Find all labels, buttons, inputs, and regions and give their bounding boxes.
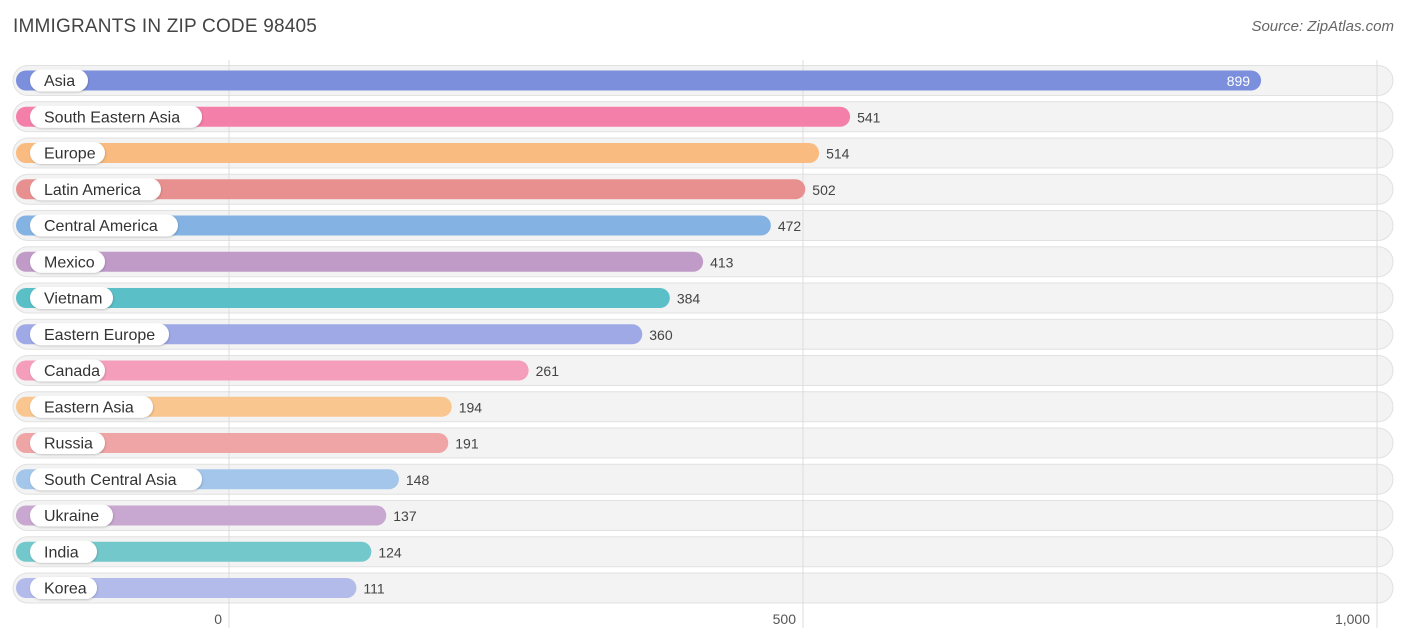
category-label-pill [30, 395, 153, 418]
value-label: 502 [812, 182, 836, 198]
x-tick-label: 0 [214, 611, 222, 627]
bar-group: Korea 111 [16, 577, 385, 599]
bar [16, 578, 357, 598]
value-label: 148 [406, 472, 430, 488]
bar [16, 143, 820, 163]
bar-group: Mexico 413 [16, 250, 734, 273]
bar-group: Ukraine 137 [16, 504, 417, 527]
category-label-pill [30, 214, 178, 237]
bar-group: South Central Asia 148 [16, 468, 430, 491]
bar [16, 288, 670, 308]
category-label-pill [30, 577, 97, 599]
bar [16, 215, 771, 236]
category-label-pill [30, 142, 105, 164]
bar [16, 324, 643, 345]
value-label: 191 [455, 436, 479, 452]
value-label: 413 [710, 254, 734, 270]
category-label: South Eastern Asia [44, 109, 180, 126]
category-label: Mexico [44, 254, 95, 271]
category-label: Canada [44, 363, 100, 380]
category-label: Ukraine [44, 508, 99, 525]
category-label-pill [30, 504, 113, 527]
category-label: Latin America [44, 182, 141, 199]
bar [16, 541, 372, 562]
source-label: Source: ZipAtlas.com [1251, 18, 1394, 35]
bar-group: Eastern Asia 194 [16, 395, 483, 418]
category-label-pill [30, 323, 169, 346]
bar-group: Eastern Europe 360 [16, 323, 673, 346]
chart-title: IMMIGRANTS IN ZIP CODE 98405 [13, 16, 318, 37]
category-label-pill [30, 359, 105, 382]
category-label: Vietnam [44, 291, 102, 308]
value-label: 899 [1227, 73, 1251, 89]
category-label: Asia [44, 73, 75, 90]
value-label: 194 [459, 399, 483, 415]
category-label: Eastern Europe [44, 327, 155, 344]
value-label: 137 [393, 508, 417, 524]
category-label-pill [30, 432, 105, 454]
bar [16, 179, 806, 200]
category-label-pill [30, 540, 97, 563]
value-label: 541 [857, 109, 881, 125]
row-track [12, 572, 1394, 604]
x-tick-label: 1,000 [1335, 611, 1370, 627]
category-label: Europe [44, 146, 96, 163]
value-label: 384 [677, 291, 701, 307]
value-label: 514 [826, 146, 850, 162]
value-label: 111 [363, 581, 384, 597]
value-label: 124 [378, 544, 402, 560]
bar-group: Asia 899 [16, 69, 1262, 92]
value-label: 360 [649, 327, 673, 343]
category-label: India [44, 544, 79, 561]
bar-group: India 124 [16, 540, 402, 563]
category-label-pill [30, 178, 161, 201]
bar-group: Europe 514 [16, 142, 850, 164]
x-tick-label: 500 [773, 611, 797, 627]
category-label: Central America [44, 218, 158, 235]
category-label-pill [30, 69, 88, 92]
bar [16, 360, 529, 381]
category-label: Russia [44, 436, 93, 453]
category-label: Eastern Asia [44, 399, 134, 416]
bar [16, 251, 704, 272]
category-label-pill [30, 468, 202, 491]
value-label: 261 [536, 363, 560, 379]
bar [16, 70, 1262, 91]
category-label: South Central Asia [44, 472, 177, 489]
bar-group: Russia 191 [16, 432, 479, 454]
category-label: Korea [44, 581, 87, 598]
bar [16, 433, 449, 453]
bar-group: Vietnam 384 [16, 287, 700, 309]
value-label: 472 [778, 218, 802, 234]
bar-group: Central America 472 [16, 214, 802, 237]
bar-group: Latin America 502 [16, 178, 836, 201]
bar-group: Canada 261 [16, 359, 560, 382]
bar [16, 106, 851, 127]
category-label-pill [30, 105, 202, 128]
bar-group: South Eastern Asia 541 [16, 105, 881, 128]
category-label-pill [30, 250, 105, 273]
category-label-pill [30, 287, 113, 309]
